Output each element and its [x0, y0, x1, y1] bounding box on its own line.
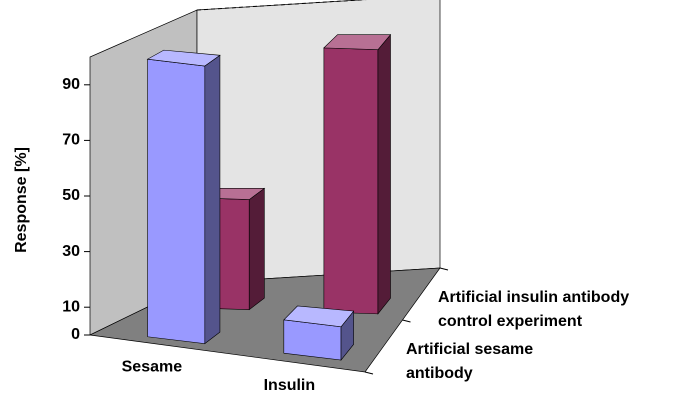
bar-side [377, 33, 391, 315]
bar-side [248, 187, 265, 311]
depth-tick [439, 267, 449, 271]
bar-front [147, 58, 206, 344]
series-label: Artificial insulin antibody control expe… [438, 289, 630, 330]
bar-top [146, 49, 221, 67]
bar-front [323, 47, 379, 315]
bar [283, 305, 355, 361]
bar-side [204, 54, 221, 345]
y-tick-label: 10 [62, 298, 80, 315]
bar-top [323, 34, 392, 50]
back-wall-top [196, 0, 368, 11]
bar-top [283, 305, 355, 328]
x-tick-label: Sesame [122, 359, 183, 376]
y-tick-label: 90 [62, 76, 80, 93]
y-tick-label: 30 [62, 243, 80, 260]
depth-tick [364, 371, 374, 375]
series-label: Artificial sesame antibody [406, 341, 534, 382]
y-tick-label: 50 [62, 187, 80, 204]
y-tick-label: 70 [62, 132, 80, 149]
bar [323, 33, 392, 315]
bar [146, 49, 221, 345]
y-axis-label: Response [%] [13, 147, 30, 253]
x-tick-label: Insulin [264, 377, 316, 394]
depth-tick [402, 319, 411, 323]
y-tick-label: 0 [71, 326, 80, 343]
